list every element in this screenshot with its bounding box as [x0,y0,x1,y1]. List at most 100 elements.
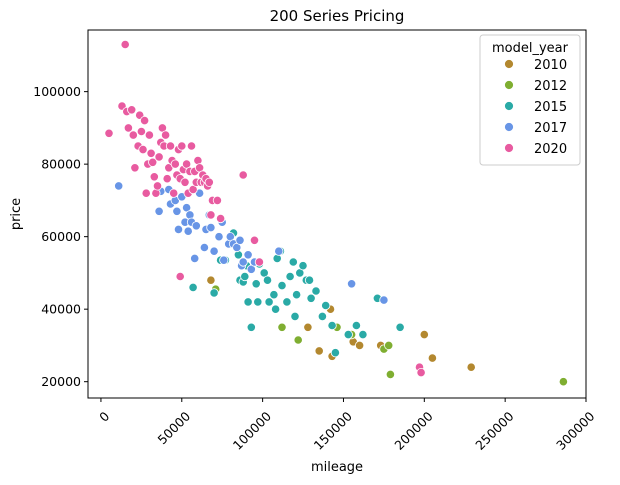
legend-label: 2017 [534,121,567,136]
data-point [162,174,172,184]
data-point [277,322,287,332]
data-point [419,329,429,340]
data-point [262,275,273,285]
data-point [379,295,389,305]
data-point [146,148,156,158]
legend-label: 2010 [534,58,567,73]
legend-items: 2010 2012 2015 2017 2020 [504,58,567,157]
data-point [466,362,476,372]
data-point [249,235,260,245]
legend-marker [504,80,514,90]
data-point [298,261,308,271]
data-point [358,329,368,340]
data-point [254,257,264,267]
data-point [314,346,324,356]
data-point [346,279,357,289]
data-point [384,340,394,350]
data-point [306,293,316,303]
data-point [285,271,295,282]
y-axis-ticks: 20000 40000 60000 80000 100000 [33,84,88,389]
data-point [165,141,176,151]
data-point [282,297,292,307]
data-point [243,250,253,260]
data-point [212,195,222,205]
legend-label: 2020 [534,142,567,157]
data-point [180,177,190,187]
data-point [199,242,209,253]
legend-title: model_year [492,41,569,56]
data-point [311,286,321,296]
data-point [161,130,171,140]
data-point [351,320,361,331]
data-point [130,163,140,173]
data-point [206,275,216,285]
data-point [209,246,219,256]
data-point [214,232,224,242]
data-point [206,210,216,220]
data-point [138,145,148,155]
y-tick-label: 80000 [41,157,81,172]
data-point [149,172,159,182]
data-point [291,290,302,300]
data-point [148,157,158,167]
data-point [175,271,185,282]
data-point [188,282,198,292]
data-point [154,206,164,216]
data-point [238,170,248,180]
data-point [136,126,146,137]
data-point [330,348,340,358]
data-point [427,353,437,363]
data-point [186,141,197,151]
data-point [321,300,331,311]
data-point [251,279,261,289]
legend-marker [504,59,514,69]
data-point [354,340,365,350]
data-point [317,311,327,321]
y-tick-label: 100000 [33,84,81,99]
data-point [127,105,137,115]
data-point [140,116,150,126]
data-point [290,311,300,321]
data-point [304,275,315,285]
data-point [172,206,182,216]
data-point [177,141,187,151]
data-point [246,322,256,332]
data-point [288,257,298,267]
data-point [216,213,226,224]
data-point [141,188,151,198]
data-point [183,226,193,236]
data-point [209,288,219,298]
legend-box [479,34,581,166]
data-point [152,181,163,191]
data-point [264,297,274,307]
data-point [114,181,124,191]
legend-marker [504,122,514,132]
data-point [154,152,164,162]
data-point [190,253,200,263]
data-point [128,130,138,140]
data-point [274,246,284,256]
y-axis-label: price [9,198,24,230]
legend-label: 2015 [534,100,567,115]
chart-legend: model_year 2010 2012 2015 2017 2020 [479,34,581,166]
chart-title: 200 Series Pricing [270,7,405,25]
series-2020 [104,39,426,378]
data-point [385,369,395,379]
data-point [277,280,287,291]
data-point [238,257,248,267]
legend-marker [504,101,514,111]
data-point [219,255,229,265]
data-point [170,159,180,169]
data-point [327,320,337,331]
data-point [253,297,263,307]
series-2015 [188,228,405,358]
data-point [204,177,214,187]
y-tick-label: 40000 [41,302,81,317]
data-point [303,322,313,332]
data-point [123,123,133,133]
x-axis-label: mileage [311,460,363,475]
data-point [395,322,405,332]
y-tick-label: 20000 [41,374,81,389]
data-points [104,39,569,387]
